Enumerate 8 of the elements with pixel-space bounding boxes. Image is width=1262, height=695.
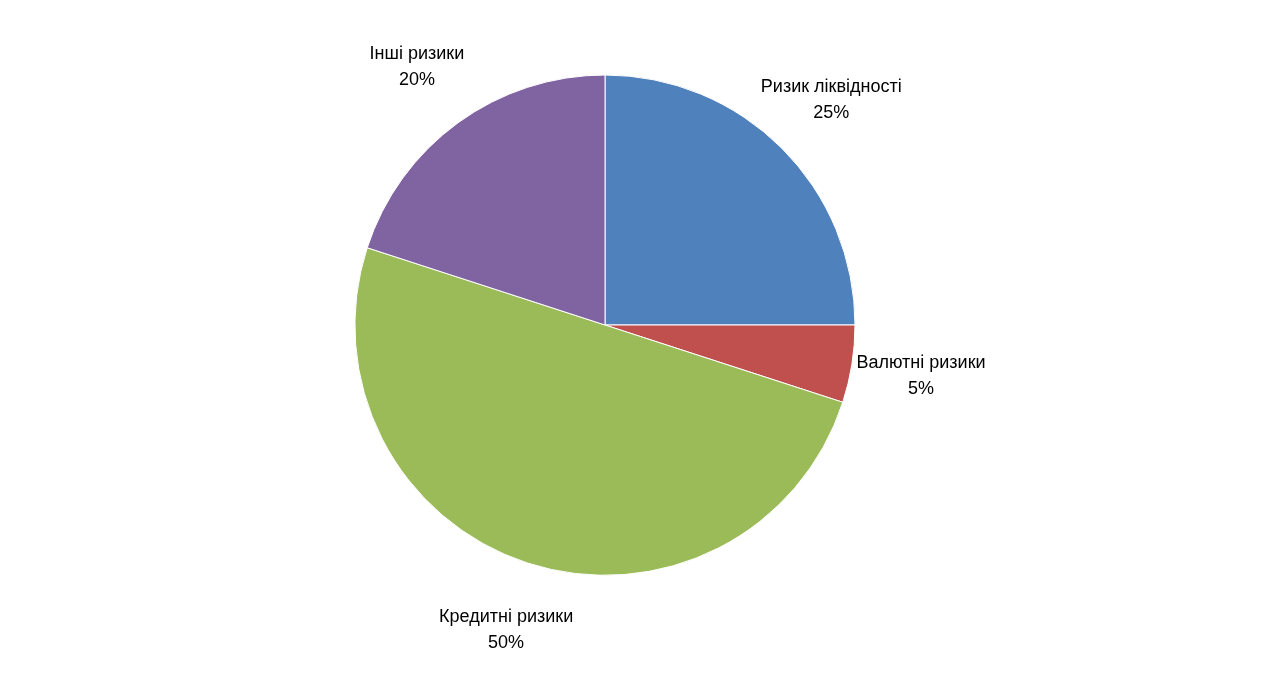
data-label: 20% (398, 69, 435, 90)
slice-label: Ризик ліквідності (760, 75, 902, 96)
slice-label: Інші ризики (369, 43, 465, 64)
data-label: 5% (908, 378, 935, 399)
data-label: 25% (813, 101, 850, 122)
slice-label: Кредитні ризики (439, 606, 574, 627)
data-label: 50% (488, 632, 525, 653)
slice-label: Валютні ризики (856, 352, 986, 373)
